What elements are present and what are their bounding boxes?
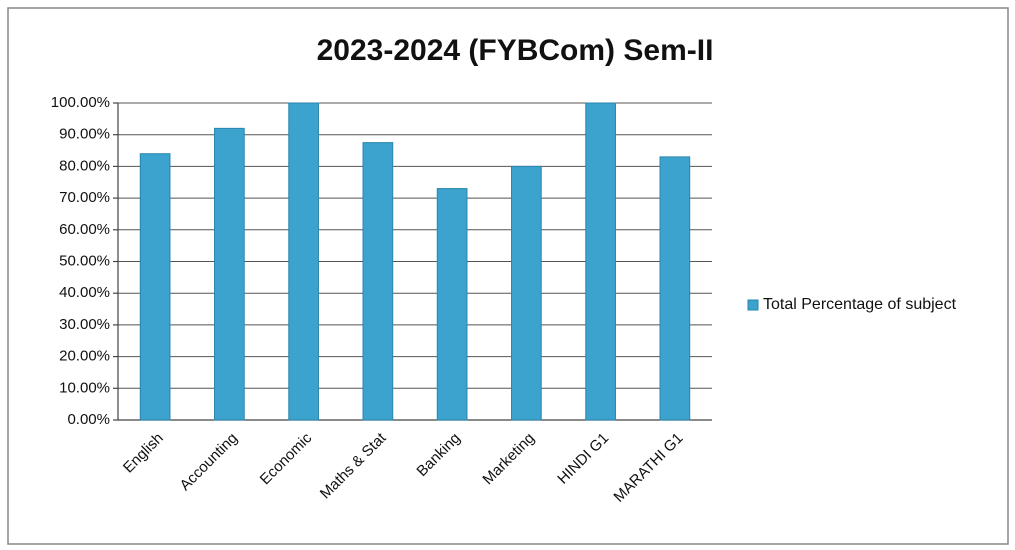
y-tick-label: 50.00%: [59, 252, 110, 269]
y-tick-label: 70.00%: [59, 189, 110, 206]
y-tick-label: 10.00%: [59, 379, 110, 396]
y-tick-label: 80.00%: [59, 157, 110, 174]
y-tick-label: 20.00%: [59, 348, 110, 365]
bar: [214, 127, 245, 421]
bar: [511, 165, 542, 421]
bar: [139, 153, 171, 421]
y-tick-label: 40.00%: [59, 284, 110, 301]
bar: [362, 142, 394, 421]
bar: [288, 102, 319, 421]
bar: [585, 102, 616, 421]
legend-label: Total Percentage of subject: [763, 296, 957, 313]
y-tick-label: 100.00%: [51, 94, 110, 111]
y-tick-label: 60.00%: [59, 221, 110, 238]
legend-swatch: [747, 299, 759, 311]
chart-border: [7, 7, 1009, 545]
bar: [659, 156, 691, 421]
y-tick-label: 0.00%: [67, 411, 110, 428]
chart-title: 2023-2024 (FYBCom) Sem-II: [317, 34, 714, 67]
bar: [436, 188, 468, 421]
y-tick-label: 30.00%: [59, 316, 110, 333]
y-tick-label: 90.00%: [59, 126, 110, 143]
